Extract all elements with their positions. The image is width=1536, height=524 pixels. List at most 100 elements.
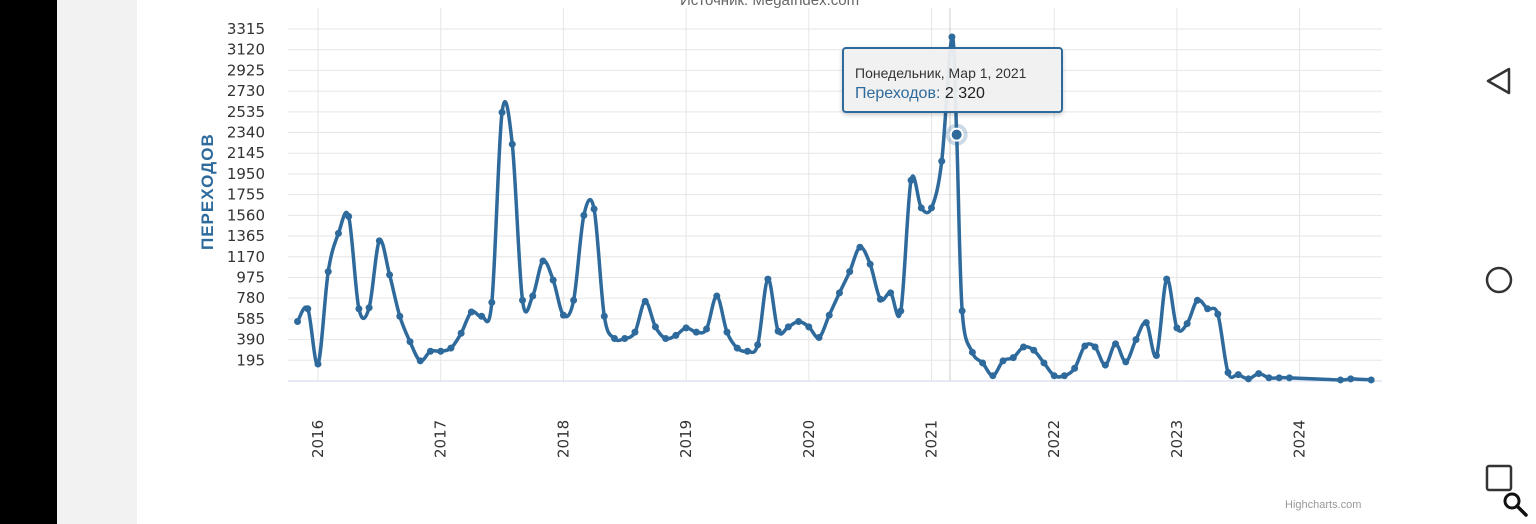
data-point <box>692 328 700 336</box>
data-point <box>529 292 537 300</box>
home-icon[interactable] <box>1484 265 1514 295</box>
data-point <box>1050 372 1058 380</box>
data-point <box>1193 296 1201 304</box>
data-point <box>1030 346 1038 354</box>
data-point <box>917 204 925 212</box>
x-tick-label: 2022 <box>1045 420 1063 458</box>
y-tick-label: 975 <box>236 268 265 286</box>
data-point <box>1244 375 1252 383</box>
data-point <box>866 260 874 268</box>
line-chart: 195 390 585 780 975 1170 1365 1560 1755 1950 2145 2… <box>227 8 1382 458</box>
data-point <box>733 344 741 352</box>
y-tick-label: 3120 <box>227 41 265 59</box>
y-tick-label: 1755 <box>227 186 265 204</box>
x-tick-label: 2021 <box>923 420 941 458</box>
recents-icon[interactable] <box>1484 463 1514 493</box>
data-point <box>1112 340 1120 348</box>
data-point <box>1265 374 1273 382</box>
data-point <box>365 304 373 312</box>
y-tick-label: 3315 <box>227 20 265 38</box>
data-point <box>324 268 332 276</box>
y-tick-label: 2730 <box>227 82 265 100</box>
data-point <box>1060 372 1068 380</box>
y-tick-label: 585 <box>236 310 265 328</box>
x-tick-label: 2016 <box>309 420 327 458</box>
data-point <box>1275 374 1283 382</box>
data-point <box>457 329 465 337</box>
data-point <box>928 204 935 212</box>
data-point <box>1224 369 1232 377</box>
data-point <box>774 327 782 335</box>
x-tick-label: 2019 <box>677 420 695 458</box>
tooltip-date: Понедельник, Мар 1, 2021 <box>855 65 1027 81</box>
tooltip-value-row: Переходов: 2 320 <box>855 85 985 102</box>
data-point <box>743 347 751 355</box>
data-point <box>478 312 486 320</box>
data-point <box>498 108 506 116</box>
back-icon[interactable] <box>1484 66 1514 96</box>
data-point <box>1081 342 1089 350</box>
data-point <box>1234 371 1242 379</box>
hover-point <box>949 127 964 142</box>
tooltip-series-label: Переходов <box>855 85 936 102</box>
y-tick-label: 2340 <box>227 124 265 142</box>
data-point <box>570 296 578 304</box>
data-point <box>723 328 731 336</box>
chart-tooltip: Понедельник, Мар 1, 2021 Переходов: 2 32… <box>842 47 1063 113</box>
data-point <box>887 289 895 297</box>
data-point <box>416 357 424 365</box>
data-point <box>406 338 414 346</box>
data-point <box>968 348 976 356</box>
data-point <box>426 347 434 355</box>
data-point <box>304 305 312 313</box>
x-tick-label: 2018 <box>554 420 572 458</box>
data-point <box>508 140 516 148</box>
data-point <box>1255 370 1263 378</box>
highcharts-credits[interactable]: Highcharts.com <box>1285 499 1362 511</box>
data-point <box>999 357 1007 365</box>
data-point <box>784 323 792 331</box>
data-point <box>396 312 404 320</box>
y-tick-label: 2535 <box>227 103 265 121</box>
data-point <box>519 296 526 304</box>
y-tick-label: 1170 <box>227 248 265 266</box>
source-label: Источник: <box>680 0 749 9</box>
data-point <box>805 323 813 331</box>
tooltip-value: 2 320 <box>944 85 985 102</box>
data-point <box>1122 358 1130 366</box>
data-point <box>1367 376 1375 384</box>
data-point <box>437 347 445 355</box>
data-point <box>907 176 915 184</box>
data-point <box>600 312 608 320</box>
x-tick-label: 2023 <box>1168 420 1186 458</box>
data-point <box>856 243 864 251</box>
data-point <box>631 328 639 336</box>
data-point <box>1142 319 1150 327</box>
data-point <box>355 305 363 313</box>
data-point <box>1152 352 1160 360</box>
data-point <box>958 307 966 315</box>
data-point <box>1347 375 1355 383</box>
data-point <box>314 360 322 368</box>
data-point <box>590 205 598 213</box>
data-point <box>703 325 711 333</box>
data-point <box>1040 359 1048 367</box>
data-point <box>1173 324 1181 332</box>
chart-source: Источник: MegaIndex.com <box>680 0 859 9</box>
source-name: MegaIndex.com <box>752 0 860 9</box>
data-point <box>1071 364 1079 372</box>
data-point <box>549 276 557 284</box>
data-point <box>846 268 854 276</box>
data-point <box>979 359 987 367</box>
data-point <box>447 344 455 352</box>
data-point <box>386 271 394 279</box>
search-icon[interactable] <box>1501 490 1529 518</box>
data-point <box>825 311 833 319</box>
y-tick-label: 780 <box>236 289 265 307</box>
data-point <box>1183 320 1191 328</box>
series-line <box>296 35 1372 382</box>
data-point <box>1091 343 1099 351</box>
data-point <box>580 211 588 219</box>
data-point <box>621 335 629 343</box>
data-point <box>611 335 619 343</box>
